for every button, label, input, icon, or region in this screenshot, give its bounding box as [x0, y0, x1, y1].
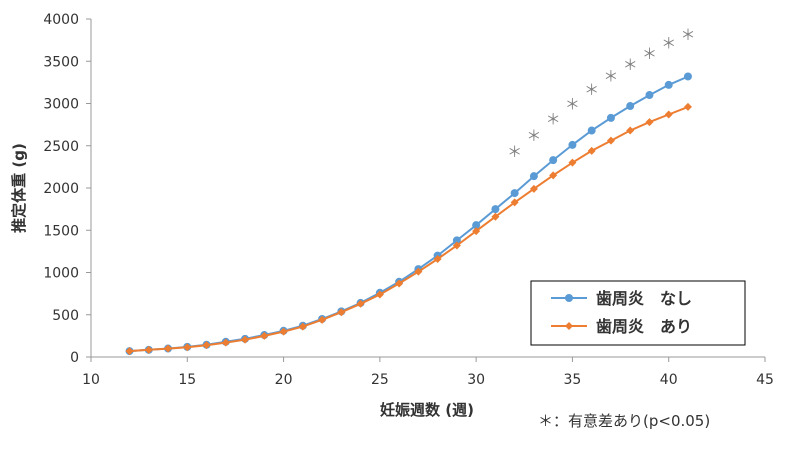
data-point [164, 344, 173, 353]
data-point [318, 315, 327, 324]
data-point [241, 335, 250, 344]
data-point [202, 341, 211, 350]
data-point [183, 343, 192, 352]
legend-label-periodontitis: 歯周炎 あり [596, 317, 692, 336]
legend: 歯周炎 なし 歯周炎 あり [530, 280, 746, 346]
significance-markers: ＊＊＊＊＊＊＊＊＊＊ [507, 26, 695, 161]
significance-asterisk: ＊ [526, 127, 541, 145]
data-point [510, 189, 519, 198]
x-tick-label: 20 [275, 372, 293, 388]
y-tick-label: 0 [70, 350, 79, 366]
data-point [664, 110, 673, 119]
data-point [491, 212, 500, 221]
data-point [568, 158, 577, 167]
y-tick-label: 2500 [43, 139, 79, 155]
legend-marker-no-periodontitis [565, 294, 573, 302]
data-point [395, 279, 404, 288]
data-point [260, 331, 269, 340]
data-point [645, 118, 654, 127]
data-point [549, 156, 558, 165]
data-point [125, 347, 134, 356]
significance-asterisk: ＊ [507, 143, 522, 161]
axes: 0 500 1000 1500 2000 2500 3000 3500 4000 10 15 20 25… [43, 12, 774, 388]
significance-asterisk: ＊ [546, 111, 561, 129]
data-point [472, 227, 481, 236]
data-point [549, 171, 558, 180]
significance-asterisk: ＊ [603, 68, 618, 86]
y-axis-label: 推定体重 (g) [10, 143, 28, 233]
data-point [664, 80, 673, 89]
x-tick-label: 45 [756, 372, 774, 388]
x-tick-label: 30 [467, 372, 485, 388]
data-point [587, 146, 596, 155]
significance-asterisk: ＊ [661, 35, 676, 53]
data-point [606, 113, 615, 122]
data-point [433, 254, 442, 263]
data-point [452, 236, 461, 245]
significance-asterisk: ＊ [584, 81, 599, 99]
data-point [337, 308, 346, 317]
significance-asterisk: ＊ [642, 45, 657, 63]
data-point [414, 267, 423, 276]
significance-asterisk: ＊ [680, 26, 695, 44]
y-tick-label: 2000 [43, 181, 79, 197]
data-point [529, 184, 538, 193]
x-axis-label: 妊娠週数 (週) [380, 401, 474, 419]
data-point [568, 140, 577, 149]
y-tick-label: 3500 [43, 54, 79, 70]
data-point [452, 241, 461, 250]
data-point [645, 91, 654, 100]
x-tick-label: 40 [660, 372, 678, 388]
legend-box [530, 280, 746, 346]
significance-note: ＊：有意差あり(p<0.05) [538, 412, 710, 430]
data-point [221, 338, 230, 347]
y-tick-label: 1500 [43, 223, 79, 239]
data-point [472, 221, 481, 230]
legend-label-no-periodontitis: 歯周炎 なし [596, 289, 692, 308]
x-tick-label: 25 [371, 372, 389, 388]
data-point [298, 322, 307, 331]
series-layer [125, 72, 692, 356]
data-point [683, 102, 692, 111]
significance-asterisk: ＊ [623, 56, 638, 74]
x-tick-label: 35 [564, 372, 582, 388]
y-tick-label: 4000 [43, 12, 79, 28]
series-periodontitis [125, 102, 692, 356]
data-point [587, 126, 596, 135]
data-point [144, 345, 153, 354]
y-tick-label: 500 [52, 308, 79, 324]
y-tick-label: 1000 [43, 266, 79, 282]
legend-marker-periodontitis [565, 322, 573, 330]
data-point [356, 299, 365, 308]
data-point [626, 102, 635, 111]
data-point [683, 72, 692, 81]
data-point [529, 172, 538, 181]
significance-asterisk: ＊ [565, 96, 580, 114]
data-point [375, 290, 384, 299]
data-point [279, 327, 288, 336]
data-point [606, 136, 615, 145]
x-tick-label: 15 [178, 372, 196, 388]
x-tick-label: 10 [82, 372, 100, 388]
data-point [626, 126, 635, 135]
y-tick-label: 3000 [43, 97, 79, 113]
data-point [510, 198, 519, 207]
data-point [491, 205, 500, 214]
